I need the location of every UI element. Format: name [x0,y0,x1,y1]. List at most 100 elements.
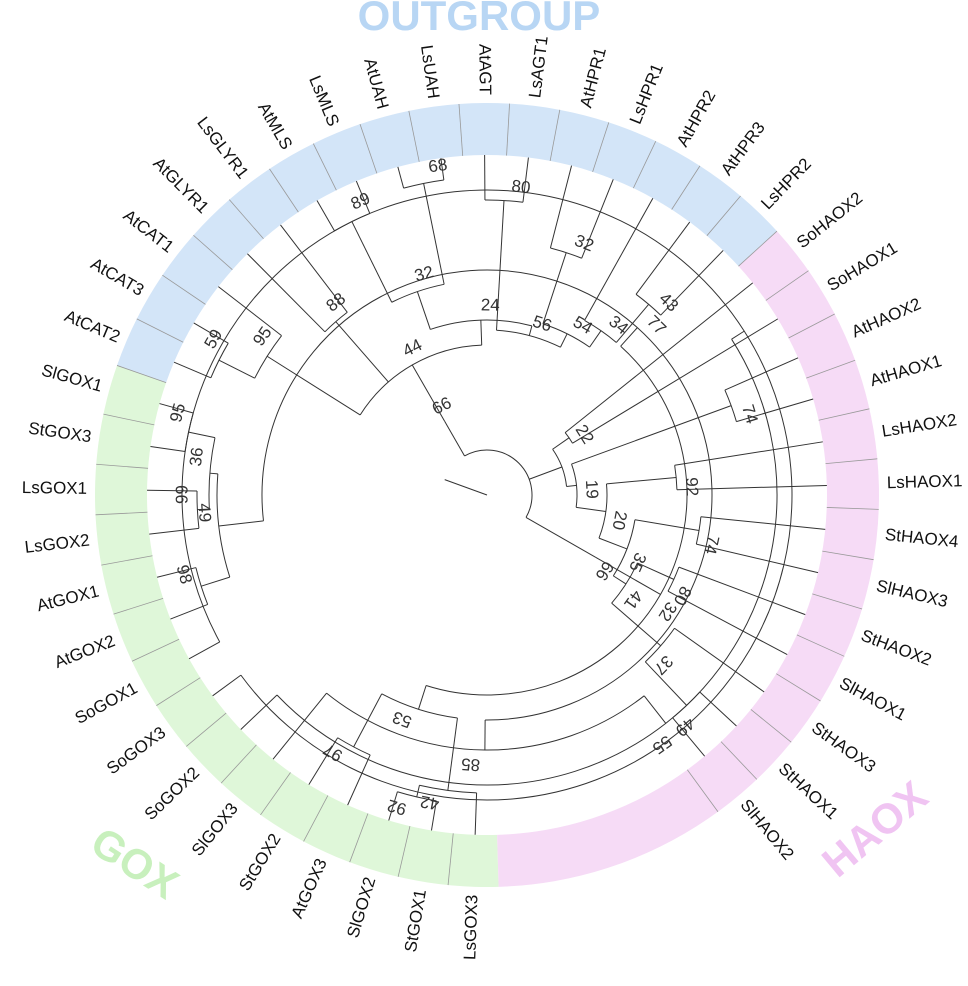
bootstrap-value: 74 [700,533,723,556]
branch [423,183,445,285]
branch-arc [611,562,638,604]
branch-arc [181,189,793,801]
branch [549,165,573,249]
bootstrap-value: 22 [572,421,598,447]
leaf-label: AtMLS [254,99,296,153]
bootstrap-value: 59 [200,326,226,352]
leaf-label: SoGOX1 [72,678,141,727]
bootstrap-value: 54 [570,312,596,338]
branch [430,800,437,831]
branch-arc [542,323,590,348]
branch [351,221,393,303]
branch-arc [425,345,688,696]
ring-separator [687,769,719,812]
branch-arc [598,483,608,539]
ring-separator [765,270,809,301]
branch [159,403,194,414]
branch [170,603,208,620]
ring-separator [116,365,167,384]
ring-separator [720,741,758,780]
branch-arc [430,319,533,330]
ring-separator [776,673,821,702]
bootstrap-value: 97 [320,739,346,765]
branch [212,674,242,697]
branch [620,327,638,347]
leaf-label: StGOX3 [27,419,92,447]
ring-separator [750,709,792,743]
branch [696,543,819,574]
branch [266,355,361,416]
leaf-label: StGOX1 [401,888,430,954]
ring-separator [103,413,155,426]
ring-separator [633,141,657,189]
branch [280,224,348,313]
branch [559,333,568,348]
branch [173,361,212,379]
branch [411,364,446,422]
branch [615,304,650,343]
branch [611,602,662,647]
branch-arc [337,737,371,756]
bootstrap-value: 99 [172,485,191,504]
group-label-haox: HAOX [813,772,936,886]
ring-separator [220,744,257,784]
leaf-label: AtHPR2 [673,87,720,150]
ring-separator [812,593,863,610]
branch [218,359,255,379]
branch [660,250,724,316]
ring-separator [592,122,610,172]
branch [571,405,732,465]
branch [637,562,675,580]
branch-arc [695,516,702,545]
branch [188,431,216,439]
branch-arc [419,784,477,794]
ring-separator [447,833,454,886]
branch [495,200,505,331]
leaf-label: LsHPR2 [757,154,815,213]
leaf-label: AtGOX3 [287,856,330,922]
bootstrap-value: 85 [461,754,481,774]
ring-separator [671,165,701,210]
branch [731,330,745,340]
bootstrap-value: 37 [650,652,677,679]
ring-separator [136,318,184,343]
ring-separator [359,124,378,174]
leaf-label: AtGOX1 [35,582,101,616]
branch [388,791,398,821]
branch-arc [359,344,482,416]
bootstrap-value: 42 [419,792,441,814]
ring-separator [193,234,233,271]
branch [528,466,563,480]
bootstrap-value: 80 [511,176,532,197]
leaf-label: SoGOX3 [103,723,169,779]
ring-separator [229,199,264,240]
branch [201,576,230,587]
branch [440,158,445,181]
bootstrap-value: 56 [530,312,554,336]
branch [156,567,197,578]
branch [308,737,339,785]
leaf-label: SlGOX1 [39,361,104,396]
bootstrap-value: 24 [481,295,500,314]
branch-arc [261,269,713,721]
leaf-label: AtCAT3 [87,254,147,300]
leaf-label: AtUAH [360,56,392,111]
root-branch [444,479,488,496]
bootstrap-value: 89 [348,189,373,214]
bootstrap-value: 66 [429,393,454,419]
leaf-label: LsHPR1 [626,61,667,127]
branch [444,421,466,457]
leaf-label: LsMLS [305,73,343,129]
leaf-label: SlHAOX2 [737,796,798,864]
branch [581,179,614,259]
ring-separator [506,103,510,156]
leaf-label: AtHPR3 [717,118,769,179]
branch [474,792,478,835]
branch [674,441,823,466]
branch [635,221,691,295]
ring-separator [95,511,148,516]
leaf-label: LsGOX1 [22,478,87,498]
bootstrap-value: 55 [649,731,675,757]
branch-arc [324,311,348,333]
